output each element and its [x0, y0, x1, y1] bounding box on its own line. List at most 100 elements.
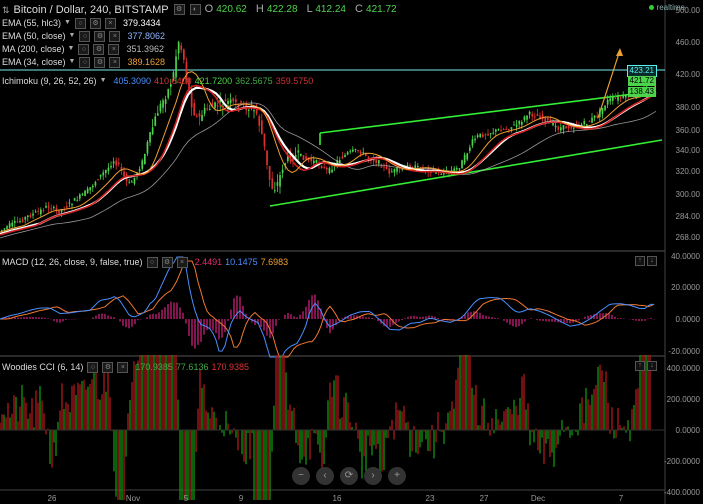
zoom-in-button[interactable]: +	[388, 467, 406, 485]
gear-icon[interactable]: ⚙	[89, 17, 101, 29]
macd-pane-controls[interactable]: ↑ ↓	[635, 256, 657, 266]
legend-ichimoku[interactable]: Ichimoku (9, 26, 52, 26) ▼ 405.3090 410.…	[2, 75, 313, 87]
legend-ema50[interactable]: EMA (50, close) ▼ ○ ⚙ × 377.8062	[2, 30, 165, 42]
close-icon[interactable]: ×	[109, 30, 121, 42]
chevron-down-icon[interactable]: ▼	[64, 19, 71, 26]
candle-body	[255, 107, 258, 114]
candle-body	[89, 187, 92, 191]
candle-body	[328, 168, 331, 173]
macd-tick-label: 0.0000	[676, 315, 701, 324]
candle-body	[281, 169, 284, 173]
arrow-down-icon[interactable]: ↓	[647, 361, 657, 371]
candle-body	[352, 149, 354, 152]
scroll-right-button[interactable]: ›	[364, 467, 382, 485]
candle-body	[357, 149, 359, 151]
close-icon[interactable]: ×	[176, 256, 188, 268]
candle-body	[401, 168, 404, 170]
arrow-up-icon[interactable]: ↑	[635, 256, 645, 266]
eye-icon[interactable]: ○	[78, 43, 90, 55]
candle-body	[120, 166, 123, 171]
candle-body	[391, 171, 393, 173]
legend-value: 362.5675	[235, 76, 273, 86]
reset-button[interactable]: ⟳	[340, 467, 358, 485]
candle-body	[170, 84, 172, 87]
legend-label: EMA (50, close)	[2, 31, 66, 41]
candle-body	[297, 150, 300, 153]
candle-body	[487, 133, 489, 136]
candle-body	[185, 62, 188, 80]
candle-body	[526, 115, 528, 120]
channel-upper-line[interactable]	[319, 91, 651, 134]
legend-cci[interactable]: Woodies CCI (6, 14) ○ ⚙ × 170.9385 77.6136…	[2, 361, 249, 373]
settings-icon[interactable]: ⚙	[173, 4, 185, 15]
arrow-up-icon[interactable]: ↑	[635, 361, 645, 371]
gear-icon[interactable]: ⚙	[102, 361, 114, 373]
candle-body	[331, 169, 333, 173]
eye-icon[interactable]: ○	[79, 56, 91, 68]
candle-body	[14, 221, 16, 223]
candle-body	[471, 139, 474, 146]
time-tick-label: 26	[48, 494, 57, 503]
candle-body	[593, 115, 596, 118]
eye-icon[interactable]: ○	[87, 361, 99, 373]
scroll-left-button[interactable]: ‹	[316, 467, 334, 485]
candle-body	[534, 116, 536, 118]
cci-tick-label: -400.0000	[664, 488, 701, 497]
close-value: 421.72	[366, 4, 397, 15]
gear-icon[interactable]: ⚙	[94, 56, 106, 68]
legend-label: MA (200, close)	[2, 44, 65, 54]
candle-body	[27, 215, 29, 218]
eye-icon[interactable]: ○	[146, 256, 158, 268]
candle-body	[531, 114, 534, 117]
candle-body	[536, 113, 539, 116]
candle-body	[521, 122, 523, 125]
candle-body	[263, 133, 266, 147]
candle-body	[393, 169, 396, 173]
eye-icon[interactable]: ○	[74, 17, 86, 29]
candle-body	[302, 155, 305, 161]
chevron-down-icon[interactable]: ▼	[67, 45, 75, 52]
candle-body	[417, 165, 419, 167]
close-icon[interactable]: ×	[108, 43, 120, 55]
price-tick-label: 420.00	[676, 70, 701, 79]
candle-body	[495, 129, 497, 132]
gear-icon[interactable]: ⚙	[94, 30, 106, 42]
chevron-down-icon[interactable]: ▼	[68, 58, 76, 65]
legend-ma200[interactable]: MA (200, close) ▼ ○ ⚙ × 351.3962	[2, 43, 164, 55]
legend-macd[interactable]: MACD (12, 26, close, 9, false, true) ○ ⚙ ×…	[2, 256, 288, 268]
eye-icon[interactable]: ○	[79, 30, 91, 42]
gear-icon[interactable]: ⚙	[161, 256, 173, 268]
gear-icon[interactable]: ⚙	[93, 43, 105, 55]
zoom-out-button[interactable]: −	[292, 467, 310, 485]
price-tick-label: 284.00	[676, 212, 701, 221]
symbol-dropdown-icon[interactable]: ⇅	[2, 4, 10, 15]
chevron-down-icon[interactable]: ▼	[99, 77, 107, 84]
candle-body	[60, 209, 63, 212]
macd-tick-label: 40.0000	[671, 252, 700, 261]
candle-body	[115, 160, 118, 166]
close-icon[interactable]: ×	[109, 56, 121, 68]
candle-body	[570, 126, 573, 129]
close-icon[interactable]: ×	[104, 17, 116, 29]
legend-ema55[interactable]: EMA (55, hlc3) ▼ ○ ⚙ × 379.3434	[2, 17, 161, 29]
candle-body	[92, 185, 94, 188]
candle-body	[71, 204, 73, 206]
price-tick-label: 320.00	[676, 167, 701, 176]
chevron-down-icon[interactable]: ▼	[68, 32, 76, 39]
cci-pane-controls[interactable]: ↑ ↓	[635, 361, 657, 371]
candle-body	[206, 108, 209, 110]
cci-tick-label: 200.0000	[667, 395, 701, 404]
candle-body	[128, 182, 131, 184]
compare-icon[interactable]: ◐	[189, 4, 201, 15]
legend-ema34[interactable]: EMA (34, close) ▼ ○ ⚙ × 389.1628	[2, 56, 165, 68]
projection-arrow[interactable]	[597, 48, 623, 119]
arrow-down-icon[interactable]: ↓	[647, 256, 657, 266]
candle-body	[287, 154, 289, 162]
candle-body	[11, 222, 14, 227]
close-icon[interactable]: ×	[117, 361, 129, 373]
symbol-title[interactable]: Bitcoin / Dollar, 240, BITSTAMP	[13, 3, 169, 16]
candle-body	[198, 113, 201, 117]
candle-body	[380, 164, 383, 168]
legend-value: 379.3434	[122, 18, 161, 28]
